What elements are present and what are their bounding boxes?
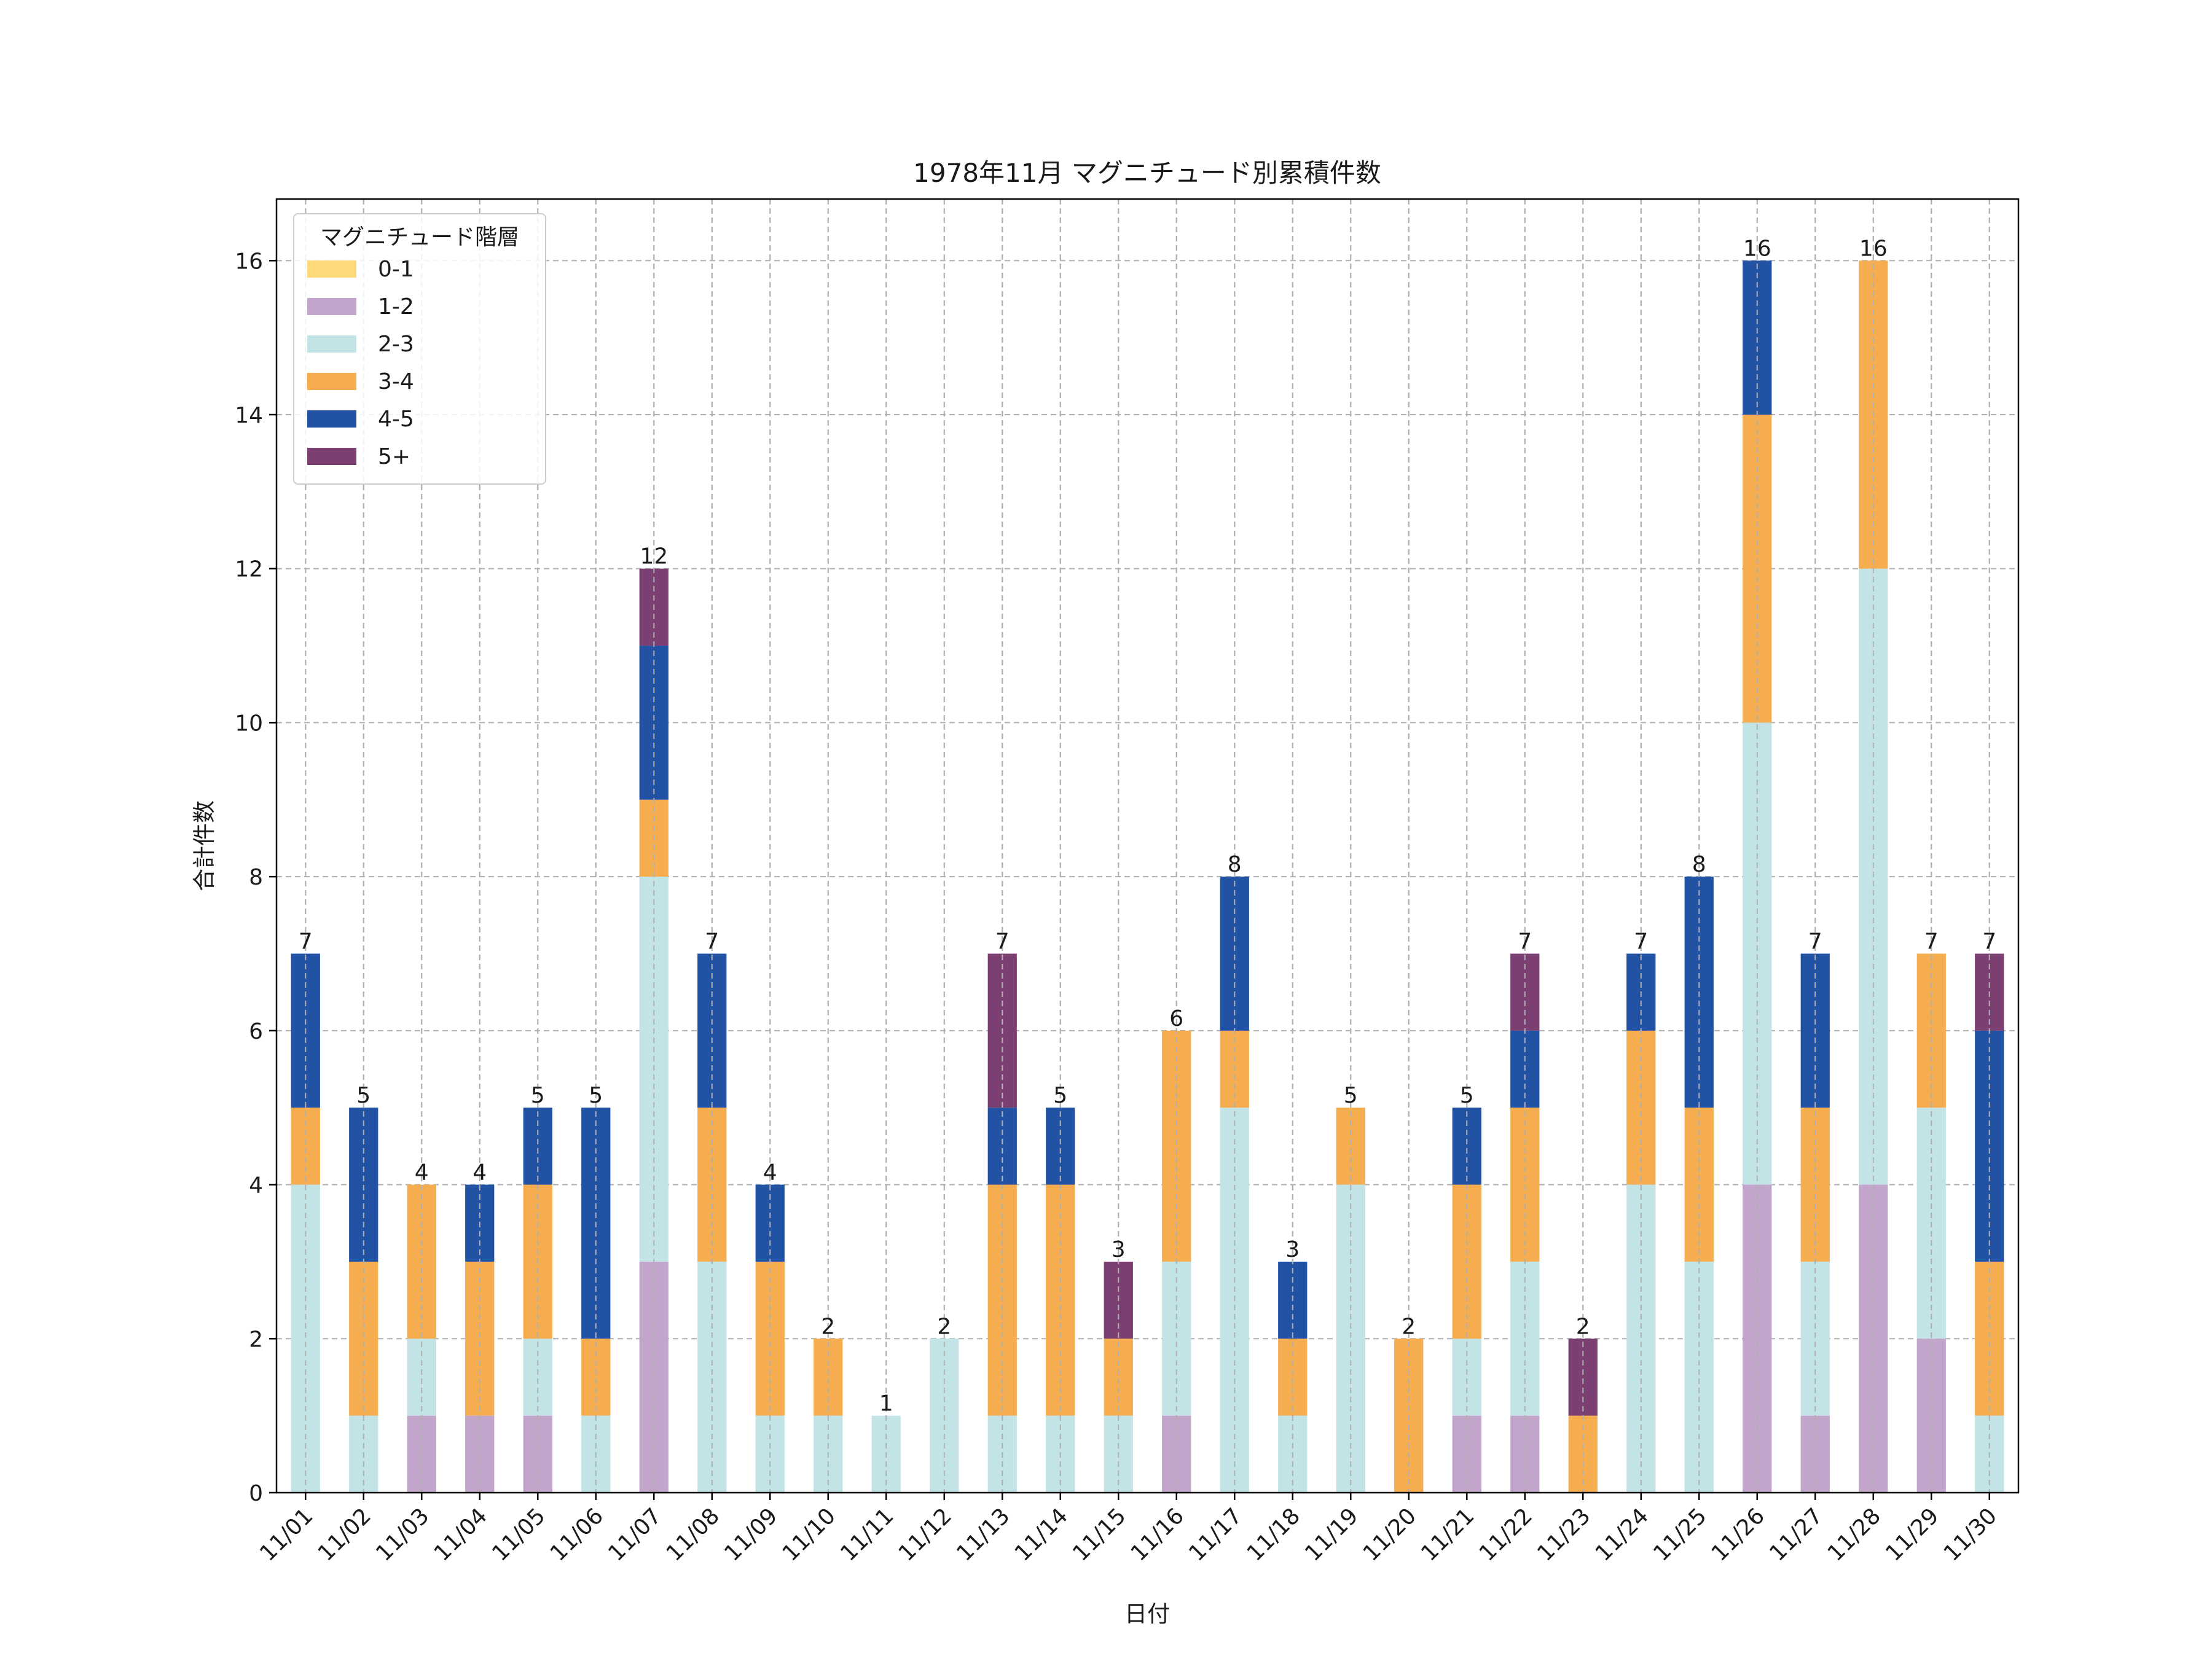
bar-total-label: 7	[1982, 929, 1996, 955]
bar-total-label: 7	[1924, 929, 1939, 955]
legend-swatch-5+	[307, 448, 356, 465]
bar-total-label: 5	[356, 1083, 371, 1108]
bar-total-label: 7	[299, 929, 313, 955]
y-tick-label: 14	[235, 403, 263, 428]
bar-total-label: 4	[763, 1160, 777, 1186]
legend-swatch-0-1	[307, 260, 356, 278]
bar-total-label: 1	[879, 1391, 893, 1417]
bar-segment-11-23-5+	[1568, 1339, 1598, 1416]
bar-total-label: 7	[1634, 929, 1648, 955]
legend-swatch-2-3	[307, 335, 356, 353]
plot-frame	[275, 198, 2020, 1494]
bar-total-label: 7	[1808, 929, 1822, 955]
bar-total-label: 7	[705, 929, 719, 955]
y-tick-label: 4	[249, 1173, 263, 1198]
y-tick-label: 2	[249, 1327, 263, 1352]
bar-total-label: 4	[473, 1160, 487, 1186]
legend-label: 2-3	[378, 332, 414, 357]
bar-total-label: 2	[1402, 1314, 1416, 1339]
bar-total-label: 2	[937, 1314, 951, 1339]
y-tick-label: 10	[235, 711, 263, 736]
bar-total-label: 5	[1053, 1083, 1067, 1108]
bar-total-label: 6	[1169, 1006, 1183, 1031]
bar-total-label: 8	[1228, 852, 1242, 877]
legend-label: 1-2	[378, 294, 414, 319]
legend-label: 4-5	[378, 407, 414, 432]
bar-segment-11-03-2-3	[407, 1339, 436, 1416]
bar-segment-11-21-2-3	[1452, 1339, 1481, 1416]
bar-total-label: 5	[1344, 1083, 1358, 1108]
y-tick-label: 8	[249, 865, 263, 890]
y-axis-label: 合計件数	[191, 800, 218, 891]
bar-total-label: 16	[1743, 236, 1771, 261]
bar-segment-11-14-4-5	[1046, 1108, 1075, 1185]
bar-segment-11-19-3-4	[1336, 1108, 1365, 1185]
legend-swatch-1-2	[307, 298, 356, 315]
y-tick-label: 16	[235, 249, 263, 274]
bar-total-label: 7	[1518, 929, 1532, 955]
bar-total-label: 5	[1460, 1083, 1474, 1108]
bar-segment-11-18-3-4	[1278, 1339, 1308, 1416]
x-axis-label: 日付	[1124, 1601, 1170, 1627]
bar-segment-11-01-3-4	[291, 1108, 320, 1185]
legend-label: 0-1	[378, 257, 414, 282]
bar-segment-11-10-3-4	[814, 1339, 843, 1416]
bar-segment-11-15-3-4	[1104, 1339, 1133, 1416]
bar-segment-11-05-4-5	[523, 1108, 552, 1185]
bar-total-label: 2	[1576, 1314, 1590, 1339]
legend-label: 5+	[378, 444, 410, 469]
bar-segment-11-05-2-3	[523, 1339, 552, 1416]
legend-title: マグニチュード階層	[320, 225, 519, 250]
bar-total-label: 3	[1285, 1237, 1300, 1262]
y-tick-label: 6	[249, 1019, 263, 1044]
bar-total-label: 7	[995, 929, 1010, 955]
bar-segment-11-06-3-4	[581, 1339, 611, 1416]
bar-segment-11-21-4-5	[1452, 1108, 1481, 1185]
y-tick-label: 0	[249, 1481, 263, 1506]
legend-swatch-4-5	[307, 410, 356, 428]
chart-title: 1978年11月 マグニチュード別累積件数	[913, 158, 1381, 188]
y-tick-label: 12	[235, 557, 263, 582]
bar-total-label: 2	[821, 1314, 835, 1339]
bar-total-label: 12	[640, 544, 668, 569]
bar-segment-11-07-4-5	[639, 646, 669, 800]
legend-label: 3-4	[378, 369, 414, 394]
bar-total-label: 16	[1859, 236, 1888, 261]
legend: マグニチュード階層 0-1 1-2 2-3 3-4 4-5 5+	[293, 213, 546, 485]
bar-total-label: 5	[531, 1083, 545, 1108]
bar-total-label: 5	[589, 1083, 603, 1108]
legend-box	[293, 213, 546, 485]
bar-total-label: 3	[1112, 1237, 1126, 1262]
bar-total-label: 8	[1692, 852, 1706, 877]
bar-segment-11-13-4-5	[987, 1108, 1017, 1185]
bar-total-label: 4	[415, 1160, 429, 1186]
legend-swatch-3-4	[307, 373, 356, 390]
